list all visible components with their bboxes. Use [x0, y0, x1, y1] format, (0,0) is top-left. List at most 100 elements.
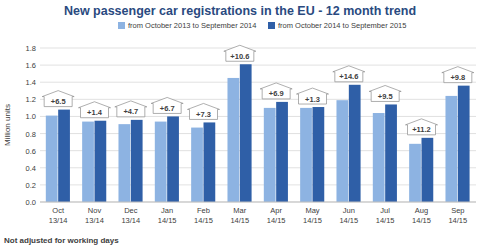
- annotation: +9.5: [369, 85, 401, 101]
- x-tick-line: Dec: [124, 206, 138, 215]
- annotation: +6.9: [260, 83, 292, 99]
- grid-line: [40, 99, 476, 100]
- annotation-label: +1.3: [305, 95, 320, 104]
- bar: [167, 116, 179, 202]
- x-tick-label: Nov13/14: [85, 206, 104, 225]
- bar: [313, 107, 325, 202]
- x-tick-line: 14/15: [412, 216, 431, 225]
- annotation-label: +4.7: [123, 107, 138, 116]
- bar: [227, 78, 239, 202]
- bar: [82, 122, 94, 202]
- x-tick-label: Apr14/15: [267, 206, 286, 225]
- x-tick-label: Dec13/14: [121, 206, 140, 225]
- annotation-arrow: [297, 88, 329, 104]
- bar: [118, 124, 130, 202]
- grid-line: [40, 48, 476, 49]
- y-tick-label: 0.6: [26, 147, 36, 156]
- y-tick-label: 0.0: [26, 198, 36, 207]
- y-tick-label: 0.8: [26, 130, 36, 139]
- annotation-arrow: [188, 103, 220, 119]
- y-tick-label: 1.6: [26, 61, 36, 70]
- legend-swatch: [118, 22, 125, 29]
- bar: [300, 108, 312, 202]
- y-tick-label: 0.2: [26, 181, 36, 190]
- legend: from October 2013 to September 2014from …: [118, 21, 406, 30]
- bar: [131, 120, 143, 202]
- x-tick-label: Oct13/14: [49, 206, 68, 225]
- bar: [155, 122, 167, 202]
- bar: [458, 86, 470, 202]
- legend-swatch: [268, 22, 275, 29]
- y-tick-label: 1.4: [26, 78, 36, 87]
- annotation-label: +7.3: [196, 110, 211, 119]
- annotation: +6.5: [42, 91, 74, 107]
- annotation-arrow: [42, 91, 74, 107]
- annotation-label: +6.7: [160, 104, 175, 113]
- x-tick-line: 13/14: [121, 216, 140, 225]
- bar: [58, 110, 70, 202]
- annotation-arrow: [79, 102, 111, 118]
- x-tick-label: Aug14/15: [412, 206, 431, 225]
- annotation-arrow: [115, 101, 147, 117]
- annotation-arrow: [442, 67, 474, 83]
- bar: [276, 102, 288, 202]
- annotation: +7.3: [188, 103, 220, 119]
- x-tick-line: Apr: [270, 206, 282, 215]
- x-tick-line: 14/15: [158, 216, 177, 225]
- x-tick-line: 14/15: [194, 216, 213, 225]
- x-tick-line: Mar: [233, 206, 246, 215]
- x-tick-label: Jun14/15: [339, 206, 358, 225]
- x-tick-label: Sep14/15: [448, 206, 467, 225]
- bar: [204, 122, 216, 202]
- annotation: +1.4: [79, 102, 111, 118]
- annotation-label: +11.2: [412, 125, 431, 134]
- annotation-arrow: [151, 97, 183, 113]
- annotation-arrow: [333, 66, 365, 82]
- annotation-arrow: [224, 45, 256, 61]
- bar: [445, 96, 457, 202]
- x-tick-line: Sep: [451, 206, 464, 215]
- annotation: +10.6: [224, 45, 256, 61]
- legend-label: from October 2013 to September 2014: [128, 21, 256, 30]
- x-tick-line: Feb: [197, 206, 210, 215]
- x-tick-line: 14/15: [230, 216, 249, 225]
- y-tick-label: 0.4: [26, 164, 36, 173]
- x-tick-line: 14/15: [376, 216, 395, 225]
- x-tick-label: Mar14/15: [230, 206, 249, 225]
- x-tick-line: 14/15: [339, 216, 358, 225]
- x-tick-line: Jul: [380, 206, 390, 215]
- bar: [349, 85, 361, 202]
- x-tick-line: Oct: [52, 206, 65, 215]
- x-tick-line: Jun: [343, 206, 355, 215]
- footnote: Not adjusted for working days: [4, 236, 119, 245]
- x-tick-line: 14/15: [303, 216, 322, 225]
- x-tick-label: Jan14/15: [158, 206, 177, 225]
- annotation-label: +14.6: [339, 72, 358, 81]
- annotation: +14.6: [333, 66, 365, 82]
- annotation: +11.2: [406, 119, 438, 135]
- bar: [95, 121, 107, 202]
- annotation-label: +9.8: [450, 73, 465, 82]
- annotation-label: +6.5: [51, 97, 66, 106]
- bar: [191, 128, 203, 202]
- chart: New passenger car registrations in the E…: [0, 0, 480, 250]
- title: New passenger car registrations in the E…: [64, 4, 416, 18]
- x-tick-label: Feb14/15: [194, 206, 213, 225]
- annotation-label: +10.6: [230, 52, 249, 61]
- x-tick-line: 13/14: [49, 216, 68, 225]
- annotation-label: +9.5: [378, 92, 393, 101]
- grid-line: [40, 202, 476, 203]
- annotation: +4.7: [115, 101, 147, 117]
- x-tick-label: Jul14/15: [376, 206, 395, 225]
- annotation-arrow: [260, 83, 292, 99]
- bar: [336, 100, 348, 202]
- annotation: +1.3: [297, 88, 329, 104]
- bar: [422, 138, 434, 202]
- grid-line: [40, 65, 476, 66]
- bar: [264, 108, 276, 202]
- x-tick-line: Jan: [161, 206, 173, 215]
- x-tick-line: Aug: [415, 206, 428, 215]
- y-tick-label: 1.0: [26, 112, 36, 121]
- x-tick-line: 13/14: [85, 216, 104, 225]
- bar: [373, 113, 385, 202]
